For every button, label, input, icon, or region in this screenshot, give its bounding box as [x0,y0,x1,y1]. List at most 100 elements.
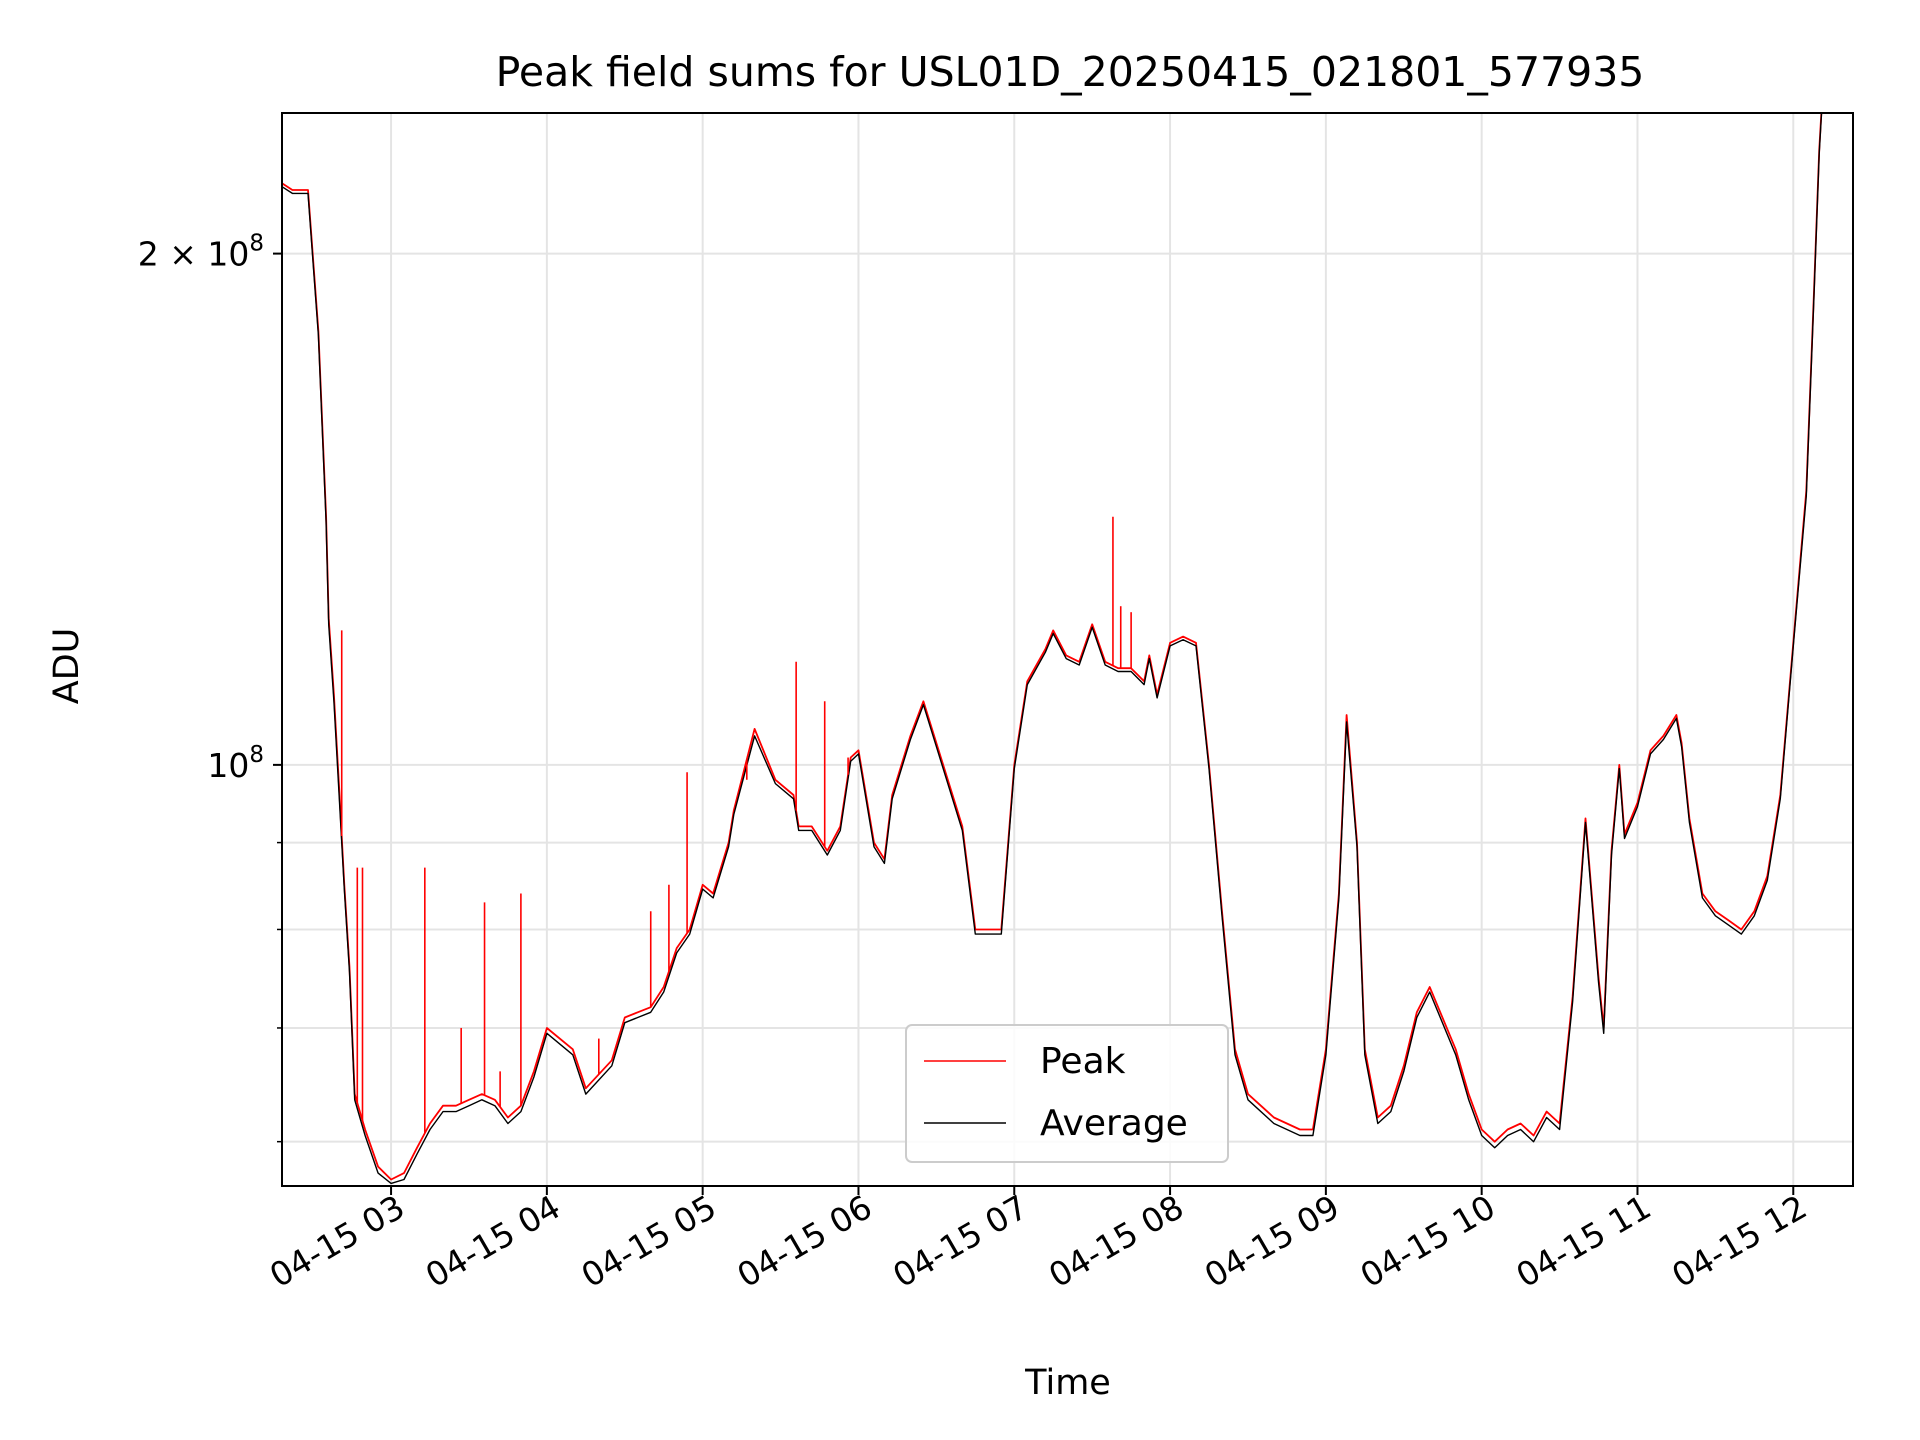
chart-title: Peak field sums for USL01D_20250415_0218… [496,48,1645,96]
legend-box [905,1024,1229,1163]
data-point [1624,838,1625,839]
y-tick-label-exponent: 8 [249,742,264,768]
plot-frame [281,112,1854,1187]
data-point [962,830,963,831]
data-point [1507,1135,1508,1136]
data-point [1403,1065,1404,1066]
data-point [793,794,794,795]
data-point [923,704,924,705]
data-point [936,746,937,747]
data-point [1356,846,1357,847]
legend-peak-label: Peak [1040,1041,1126,1082]
data-point [1546,1111,1547,1112]
data-point [1195,645,1196,646]
data-point [1611,854,1612,855]
y-tick-label-base: 2 × 10 [138,235,250,274]
data-point [624,1017,625,1018]
data-point [378,1173,379,1174]
data-point [1702,897,1703,898]
data-point [300,193,301,194]
data-point [1079,664,1080,665]
data-point [468,1099,469,1100]
data-point [403,1173,404,1174]
data-point [339,794,340,795]
data-point [1494,1147,1495,1148]
data-point [533,1076,534,1077]
data-point [1689,822,1690,823]
data-point [811,826,812,827]
data-point [1455,1049,1456,1050]
data-point [507,1123,508,1124]
data-point [1619,768,1620,769]
data-point [328,624,329,625]
data-point [455,1111,456,1112]
data-point [884,863,885,864]
data-point [1377,1123,1378,1124]
y-tick-label-exponent: 8 [249,231,264,257]
data-point [1273,1123,1274,1124]
data-point [1403,1071,1404,1072]
data-point [292,193,293,194]
data-point [637,1012,638,1013]
data-point [354,1099,355,1100]
data-point [1533,1135,1534,1136]
data-point [650,1012,651,1013]
data-point [1053,633,1054,634]
data-point [1813,295,1814,296]
data-point [1001,934,1002,935]
data-point [1092,624,1093,625]
y-tick-label: 108 [207,742,264,785]
data-point [572,1049,573,1050]
legend: Peak Average [905,1024,1229,1163]
data-point [840,830,841,831]
data-point [1619,764,1620,765]
data-point [858,750,859,751]
data-point [1637,806,1638,807]
y-axis-label: ADU [47,628,87,705]
data-point [1741,929,1742,930]
data-point [910,739,911,740]
data-point [775,779,776,780]
series-line-average [282,113,1823,1185]
data-point [1520,1129,1521,1130]
data-point [910,735,911,736]
data-point [1299,1135,1300,1136]
data-point [663,986,664,987]
data-point [507,1117,508,1118]
data-point [689,934,690,935]
data-point [1092,627,1093,628]
data-point [546,1033,547,1034]
data-point [1312,1135,1313,1136]
data-point [811,830,812,831]
data-point [585,1088,586,1089]
data-point [793,798,794,799]
data-point [1603,1033,1604,1034]
data-point [1234,1054,1235,1055]
data-point [624,1022,625,1023]
data-point [378,1166,379,1167]
data-point [1149,658,1150,659]
data-point [468,1105,469,1106]
data-point [1105,664,1106,665]
data-point [429,1123,430,1124]
data-point [1676,718,1677,719]
data-point [1195,642,1196,643]
data-point [1546,1117,1547,1118]
data-point [611,1060,612,1061]
data-point [391,1183,392,1184]
data-point [365,1135,366,1136]
data-point [1170,645,1171,646]
data-point [676,952,677,953]
data-point [1520,1123,1521,1124]
data-point [1325,1054,1326,1055]
data-point [1066,655,1067,656]
data-point [728,846,729,847]
data-point [689,929,690,930]
data-point [1455,1054,1456,1055]
data-point [300,189,301,190]
data-point [1728,924,1729,925]
data-point [611,1065,612,1066]
data-point [713,897,714,898]
